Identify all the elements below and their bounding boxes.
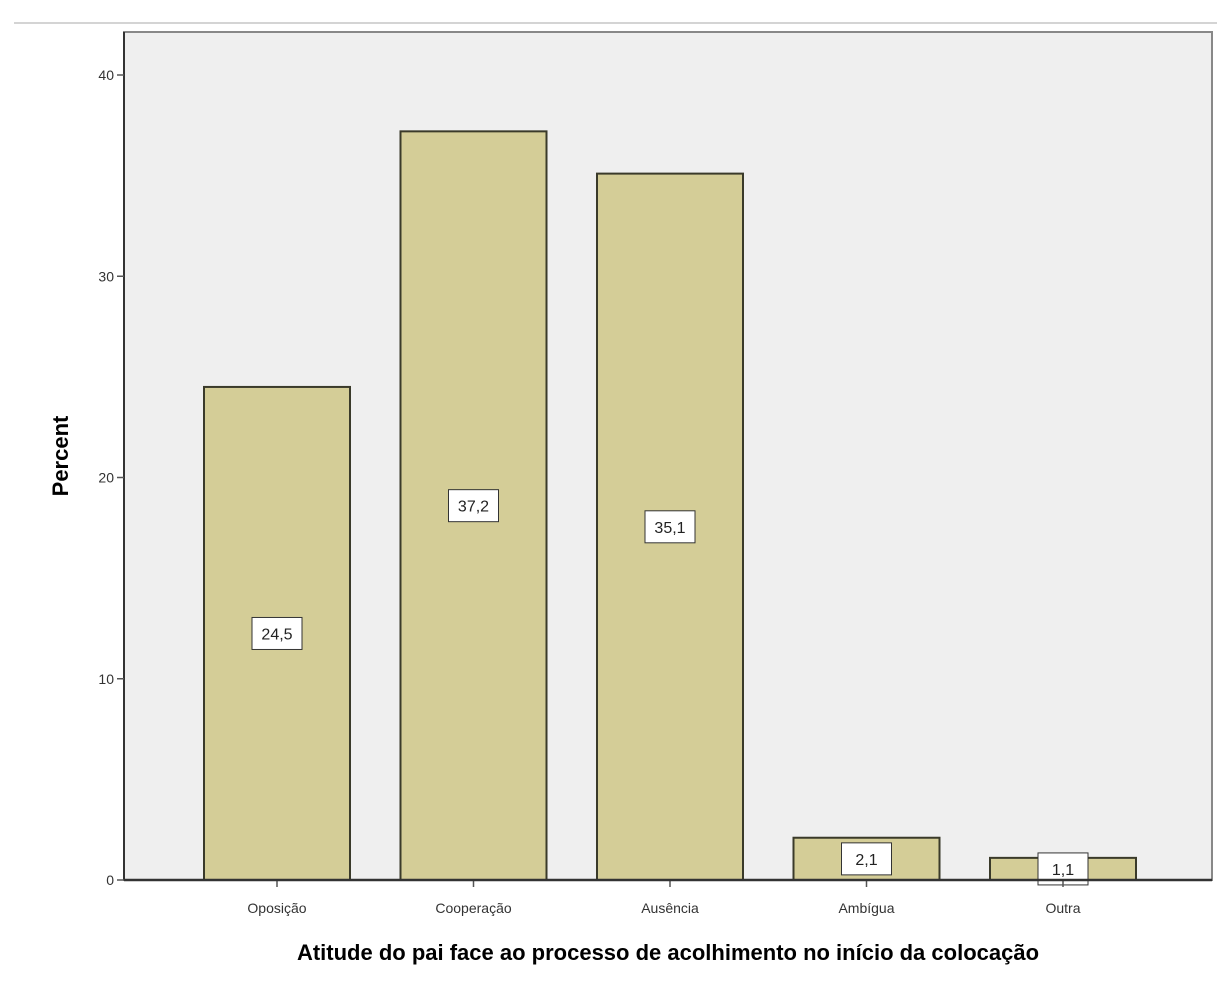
bar-1 (399, 130, 548, 882)
x-tick-label-0: Oposição (247, 900, 306, 916)
bars-layer (203, 130, 1137, 882)
y-tick-label-2: 20 (98, 470, 114, 486)
y-tick-label-0: 0 (106, 872, 114, 888)
x-axis-title: Atitude do pai face ao processo de acolh… (297, 940, 1039, 965)
data-label-2: 35,1 (654, 520, 685, 537)
data-label-box-2 (644, 510, 696, 544)
y-axis: 0 10 20 30 40 (98, 32, 125, 888)
x-tick-label-2: Ausência (641, 900, 699, 916)
data-label-3: 2,1 (855, 852, 877, 869)
y-tick-label-4: 40 (98, 67, 114, 83)
data-label-box-1 (448, 489, 499, 523)
data-label-4: 1,1 (1052, 862, 1074, 879)
top-divider (14, 22, 1217, 24)
x-tick-label-3: Ambígua (838, 900, 894, 916)
data-label-box-3 (841, 842, 892, 876)
y-axis-title: Percent (48, 415, 73, 496)
x-axis: Oposição Cooperação Ausência Ambígua Outra (124, 878, 1212, 916)
y-tick-label-3: 30 (98, 268, 114, 284)
data-label-1: 37,2 (458, 499, 489, 516)
data-labels-layer: 24,5 37,2 35,1 2,1 1,1 (251, 489, 1089, 886)
data-label-box-0 (251, 616, 303, 650)
x-tick-label-1: Cooperação (435, 900, 511, 916)
data-label-0: 24,5 (261, 626, 292, 643)
x-tick-label-4: Outra (1045, 900, 1080, 916)
y-tick-label-1: 10 (98, 671, 114, 687)
